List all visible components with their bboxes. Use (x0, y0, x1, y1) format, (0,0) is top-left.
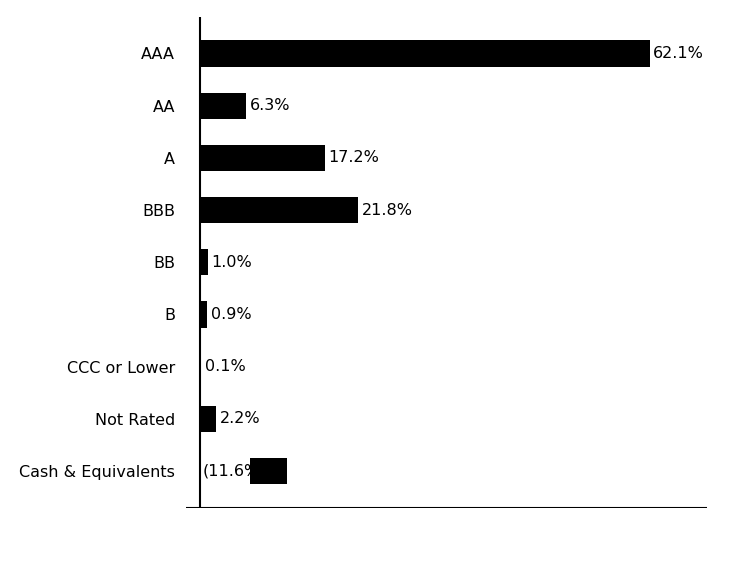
Bar (200, 197, 358, 223)
Text: 62.1%: 62.1% (653, 46, 704, 61)
Bar (250, 458, 287, 484)
Bar (200, 145, 325, 171)
Text: 1.0%: 1.0% (211, 255, 252, 270)
Text: 2.2%: 2.2% (220, 411, 260, 426)
Text: 0.1%: 0.1% (205, 359, 246, 374)
Bar (200, 406, 217, 432)
Text: (11.6%): (11.6%) (202, 464, 266, 479)
Text: 17.2%: 17.2% (329, 151, 379, 165)
Bar (200, 301, 207, 328)
Text: 6.3%: 6.3% (250, 98, 290, 113)
Text: 21.8%: 21.8% (362, 202, 413, 218)
Bar (200, 92, 246, 118)
Text: 0.9%: 0.9% (211, 307, 251, 322)
Bar (200, 41, 650, 67)
Bar (200, 249, 208, 275)
